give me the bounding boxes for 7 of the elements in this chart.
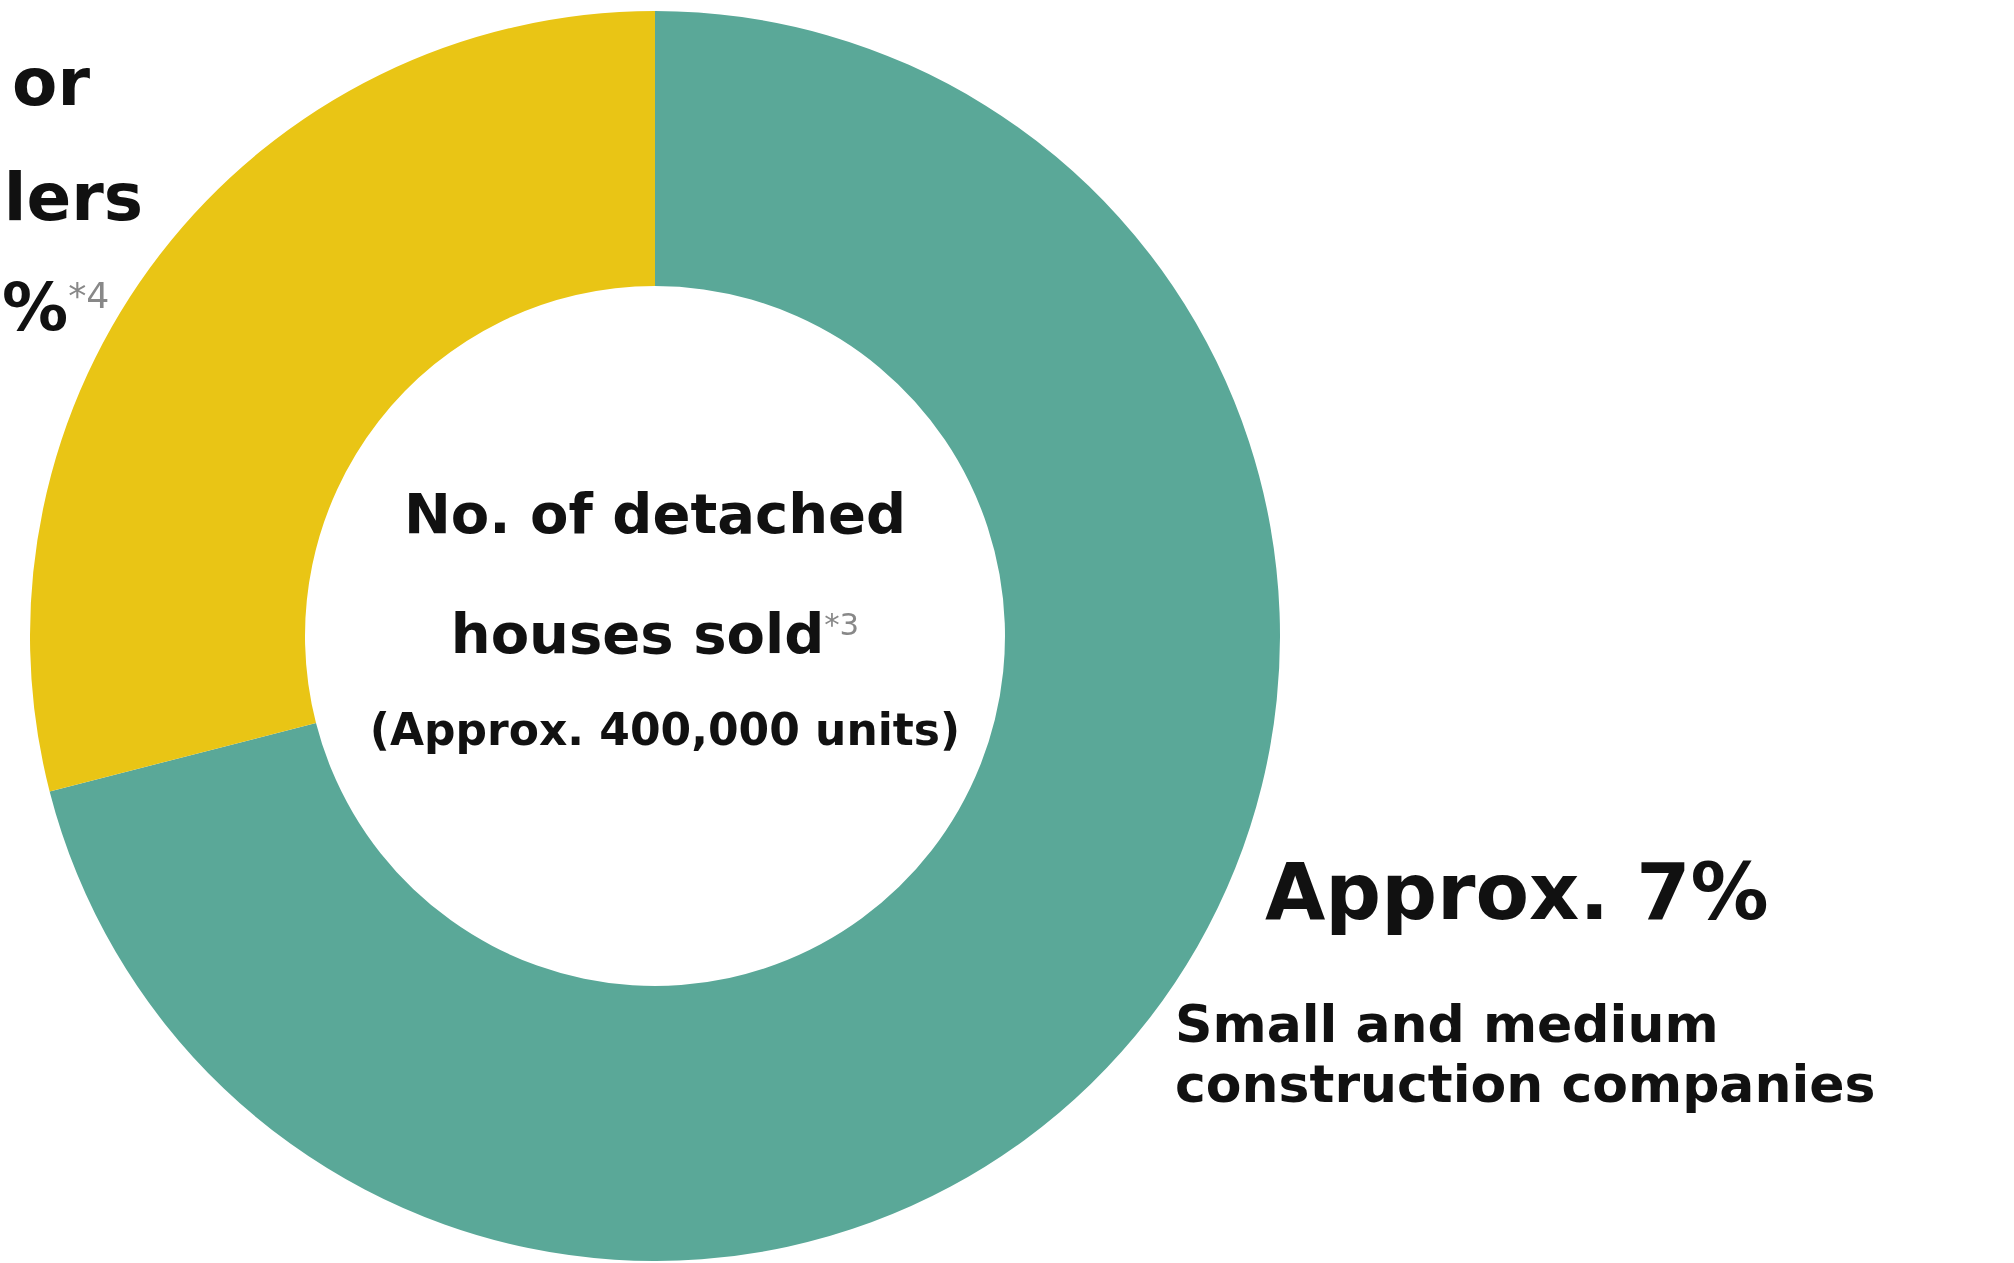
slice-label: Small and medium construction companies	[1175, 994, 1877, 1115]
text: Approx. 7%	[1265, 847, 1769, 938]
text: %$^{*4}$	[2, 269, 110, 346]
text: or	[12, 44, 90, 121]
text: (Approx. 400,000 units)	[368, 704, 962, 756]
text: No. of detached houses sold$^{*3}$	[402, 480, 908, 669]
text: lers	[3, 159, 143, 236]
